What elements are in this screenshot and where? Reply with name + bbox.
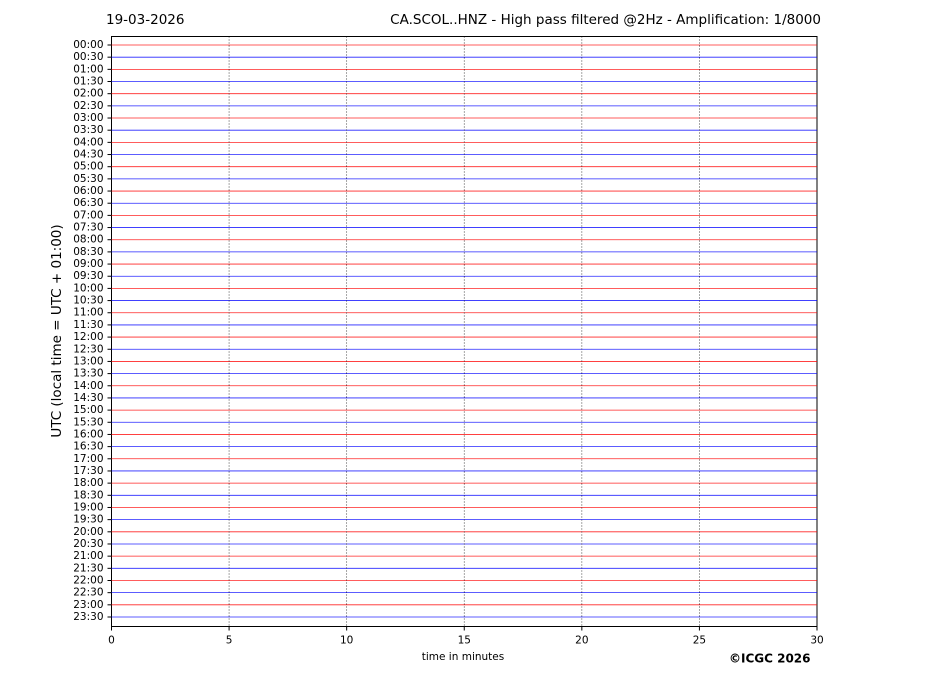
y-tick-label: 23:30	[73, 611, 103, 623]
y-tick-label: 14:30	[73, 392, 103, 404]
y-tick-label: 10:00	[73, 282, 103, 294]
y-tick-label: 06:00	[73, 185, 103, 197]
y-tick-label: 04:30	[73, 149, 103, 161]
y-tick-label: 11:00	[73, 307, 103, 319]
y-tick-label: 00:00	[73, 39, 103, 51]
y-tick-label: 21:00	[73, 550, 103, 562]
y-tick-label: 07:30	[73, 222, 103, 234]
y-tick-label: 15:00	[73, 404, 103, 416]
y-tick-label: 22:00	[73, 574, 103, 586]
y-tick-label: 01:00	[73, 63, 103, 75]
y-tick-label: 21:30	[73, 562, 103, 574]
credit: ©ICGC 2026	[729, 652, 811, 666]
y-tick-label: 02:00	[73, 88, 103, 100]
y-tick-label: 22:30	[73, 587, 103, 599]
x-axis-label: time in minutes	[422, 651, 504, 663]
y-tick-label: 17:00	[73, 453, 103, 465]
x-tick-label: 30	[810, 635, 823, 647]
y-tick-label: 00:30	[73, 51, 103, 63]
y-tick-label: 15:30	[73, 416, 103, 428]
x-tick-label: 0	[108, 635, 115, 647]
y-tick-label: 14:00	[73, 380, 103, 392]
y-tick-label: 18:30	[73, 489, 103, 501]
y-tick-label: 23:00	[73, 599, 103, 611]
y-tick-label: 03:30	[73, 124, 103, 136]
x-tick-label: 5	[226, 635, 233, 647]
y-tick-label: 09:30	[73, 270, 103, 282]
y-tick-label: 05:00	[73, 161, 103, 173]
y-tick-label: 05:30	[73, 173, 103, 185]
x-tick-label: 10	[340, 635, 353, 647]
y-tick-label: 20:00	[73, 526, 103, 538]
x-tick-label: 20	[575, 635, 588, 647]
x-tick-label: 15	[458, 635, 471, 647]
y-tick-label: 08:00	[73, 234, 103, 246]
chart-date: 19-03-2026	[106, 12, 184, 28]
chart-title: CA.SCOL..HNZ - High pass filtered @2Hz -…	[390, 12, 821, 28]
y-tick-label: 06:30	[73, 197, 103, 209]
y-tick-label: 20:30	[73, 538, 103, 550]
y-tick-label: 09:00	[73, 258, 103, 270]
y-tick-label: 08:30	[73, 246, 103, 258]
y-tick-label: 01:30	[73, 76, 103, 88]
y-tick-label: 16:30	[73, 441, 103, 453]
y-tick-label: 19:30	[73, 514, 103, 526]
y-tick-label: 10:30	[73, 295, 103, 307]
y-tick-label: 03:00	[73, 112, 103, 124]
y-tick-label: 04:00	[73, 136, 103, 148]
y-tick-label: 02:30	[73, 100, 103, 112]
y-tick-label: 13:00	[73, 355, 103, 367]
y-axis-label: UTC (local time = UTC + 01:00)	[49, 224, 65, 437]
y-tick-label: 19:00	[73, 501, 103, 513]
y-tick-label: 12:00	[73, 331, 103, 343]
y-tick-label: 07:00	[73, 209, 103, 221]
y-tick-label: 12:30	[73, 343, 103, 355]
y-tick-label: 16:00	[73, 428, 103, 440]
y-tick-label: 11:30	[73, 319, 103, 331]
y-tick-label: 18:00	[73, 477, 103, 489]
x-tick-label: 25	[693, 635, 706, 647]
y-tick-label: 17:30	[73, 465, 103, 477]
y-tick-label: 13:30	[73, 368, 103, 380]
